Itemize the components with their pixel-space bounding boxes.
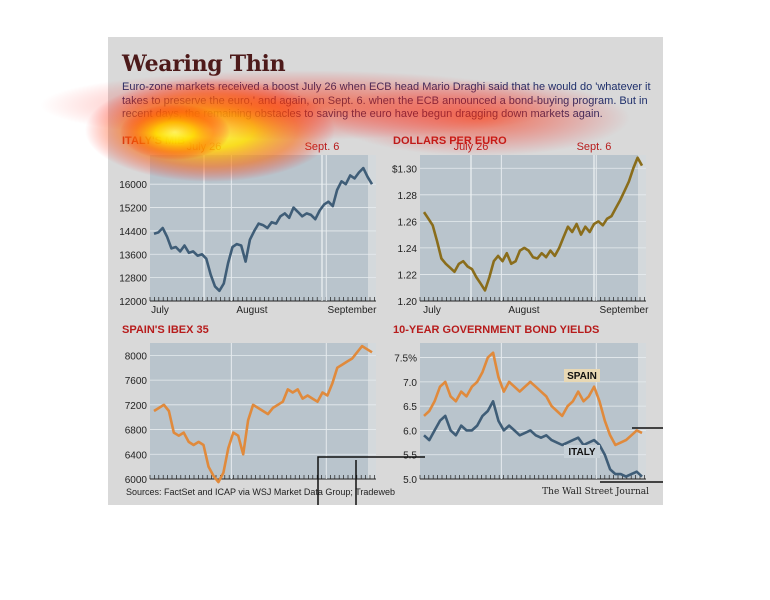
plot-panel-italy-mib [150,155,376,301]
y-tick-label-dollars: $1.30 [392,164,417,175]
x-tick-label-italy-mib: August [236,305,267,316]
y-tick-label-ibex: 6800 [125,426,148,437]
plot-panel-dollars [420,155,646,301]
recent-shade-dollars [638,155,646,301]
x-tick-label-italy-mib: July [151,305,169,316]
y-tick-label-italy-mib: 12800 [119,274,147,285]
y-tick-label-italy-mib: 15200 [119,204,147,215]
y-tick-label-dollars: 1.24 [398,244,418,255]
wsj-graphic: Wearing Thin Euro-zone markets received … [108,37,663,505]
y-tick-label-dollars: 1.28 [398,191,418,202]
x-tick-label-dollars: August [508,305,539,316]
series-label-box-spain [564,369,600,382]
y-tick-label-yields: 5.0 [403,475,417,486]
series-line-yields-spain [423,351,643,447]
series-line-dollars [422,156,644,292]
series-line-yields-italy [423,399,643,478]
y-tick-label-ibex: 8000 [125,351,148,362]
x-tick-label-dollars: September [600,305,650,316]
chart-yields: 10-YEAR GOVERNMENT BOND YIELDS 7.5% 7.0 6.5… [393,324,646,486]
chart-ibex: SPAIN'S IBEX 35 8000 7600 7200 6800 6400 6000 [122,324,376,486]
y-tick-label-italy-mib: 14400 [119,227,147,238]
plot-panel-yields [420,343,646,479]
y-tick-label-yields: 7.0 [403,378,417,389]
series-label-box-italy [564,445,600,458]
series-label-spain: SPAIN [567,371,597,382]
source-note: Sources: FactSet and ICAP via WSJ Market… [126,487,395,497]
chart-italy-mib: ITALY'S MIB 16000 15200 14400 13600 12800 1200… [119,135,377,316]
chart-title-ibex: SPAIN'S IBEX 35 [122,324,209,336]
chart-title-italy-mib: ITALY'S MIB [122,135,185,147]
y-tick-label-yields: 7.5% [394,354,417,365]
x-tick-label-dollars: July [423,305,441,316]
y-tick-label-ibex: 7600 [125,376,148,387]
y-tick-label-italy-mib: 12000 [119,297,147,308]
y-tick-label-dollars: 1.26 [398,217,418,228]
y-tick-label-ibex: 7200 [125,401,148,412]
chart-title-dollars: DOLLARS PER EURO [393,135,507,147]
recent-shade-italy-mib [368,155,376,301]
annotation-label-dollars: July 26 [454,141,489,153]
chart-dollars: DOLLARS PER EURO $1.30 1.28 1.26 1.24 1.22 1.2… [392,135,649,316]
y-tick-label-yields: 6.0 [403,426,417,437]
charts-area: ITALY'S MIB 16000 15200 14400 13600 12800 1200… [119,135,649,486]
recent-shade-yields [638,343,646,479]
series-line-ibex [153,344,373,484]
y-tick-label-italy-mib: 13600 [119,250,147,261]
y-tick-label-yields: 5.5 [403,451,417,462]
annotation-label-italy-mib: Sept. 6 [305,141,340,153]
y-tick-label-yields: 6.5 [403,402,417,413]
annotation-label-italy-mib: July 26 [187,141,222,153]
y-tick-label-dollars: 1.20 [398,297,418,308]
series-line-italy-mib [153,166,374,293]
x-tick-label-italy-mib: September [328,305,378,316]
recent-shade-ibex [368,343,376,479]
y-tick-label-ibex: 6000 [125,475,148,486]
y-tick-label-dollars: 1.22 [398,270,418,281]
y-tick-label-italy-mib: 16000 [119,180,147,191]
chart-title-yields: 10-YEAR GOVERNMENT BOND YIELDS [393,324,599,336]
y-tick-label-ibex: 6400 [125,450,148,461]
annotation-label-dollars: Sept. 6 [577,141,612,153]
credit-line: The Wall Street Journal [542,487,649,497]
series-label-italy: ITALY [568,447,596,458]
